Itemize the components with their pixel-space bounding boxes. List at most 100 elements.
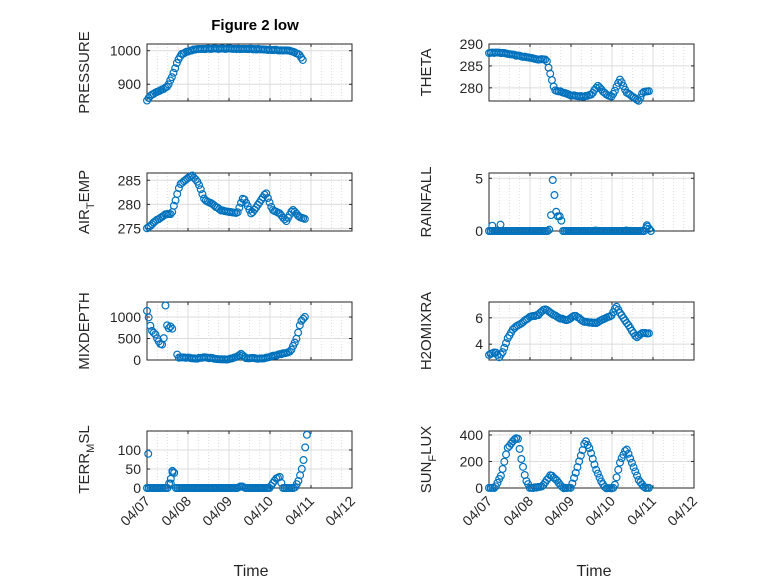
data-point xyxy=(642,221,651,230)
y-axis-label-tail: EMP xyxy=(76,170,93,203)
data-point xyxy=(610,86,619,95)
x-axis-label-left: Time xyxy=(234,563,269,580)
data-point xyxy=(568,479,577,488)
x-tick-label: 04/12 xyxy=(322,493,358,529)
data-point xyxy=(166,322,175,331)
data-point xyxy=(513,434,522,443)
data-point xyxy=(644,483,653,492)
data-point xyxy=(595,473,604,482)
data-point xyxy=(631,331,640,340)
data-point xyxy=(488,221,497,230)
data-point xyxy=(631,467,640,476)
x-tick-label: 04/10 xyxy=(240,493,276,529)
data-point xyxy=(265,198,274,207)
data-point xyxy=(146,321,155,330)
data-point xyxy=(496,220,505,229)
y-tick-label: 1000 xyxy=(110,43,141,59)
data-point xyxy=(593,469,602,478)
data-point xyxy=(547,76,556,85)
data-point xyxy=(168,466,177,475)
data-point xyxy=(646,227,655,236)
data-point xyxy=(624,449,633,458)
data-point xyxy=(622,226,631,235)
data-point xyxy=(301,443,310,452)
y-axis-label-subscript: M xyxy=(85,444,97,453)
data-point xyxy=(151,330,160,339)
data-point xyxy=(198,190,207,199)
data-point xyxy=(299,314,308,323)
data-point xyxy=(557,216,566,225)
y-axis-label: RAINFALL xyxy=(418,167,435,238)
data-point xyxy=(614,465,623,474)
data-point xyxy=(233,208,242,217)
data-point xyxy=(243,202,252,211)
data-point xyxy=(592,465,601,474)
y-tick-label: 4 xyxy=(475,336,483,352)
y-axis-label: THETA xyxy=(418,48,435,96)
y-tick-label: 900 xyxy=(118,76,142,92)
data-point xyxy=(285,347,294,356)
data-point xyxy=(235,203,244,212)
data-point xyxy=(159,334,168,343)
data-point xyxy=(287,345,296,354)
data-point xyxy=(617,78,626,87)
x-tick-label: 04/07 xyxy=(459,493,495,529)
data-point xyxy=(610,304,619,313)
data-point xyxy=(541,55,550,64)
y-tick-label: 50 xyxy=(125,461,141,477)
data-point xyxy=(300,312,309,321)
data-point xyxy=(170,468,179,477)
y-tick-label: 285 xyxy=(460,58,484,74)
y-axis-label: TERRMSL xyxy=(76,425,97,493)
data-point xyxy=(144,449,153,458)
data-point xyxy=(498,348,507,357)
data-point xyxy=(585,444,594,453)
y-axis-label-main: H2OMIXRA xyxy=(418,292,435,370)
data-point xyxy=(164,80,173,89)
y-tick-label: 5 xyxy=(475,170,483,186)
panel-air_temp: 275 280 285 AIRTEMP xyxy=(76,170,353,237)
data-point xyxy=(590,460,599,469)
axes-box xyxy=(488,43,695,102)
x-tick-label: 04/11 xyxy=(624,493,660,529)
data-point xyxy=(571,468,580,477)
y-axis-label-subscript: T xyxy=(85,202,97,209)
data-point xyxy=(552,207,561,216)
y-tick-label: 100 xyxy=(118,442,142,458)
y-tick-label: 400 xyxy=(460,427,484,443)
x-tick-label: 04/11 xyxy=(282,493,318,529)
data-point xyxy=(548,175,557,184)
data-point xyxy=(298,55,307,64)
data-point xyxy=(629,463,638,472)
data-point xyxy=(262,189,271,198)
data-point xyxy=(168,324,177,333)
data-point xyxy=(636,93,645,102)
y-tick-label: 500 xyxy=(118,331,142,347)
y-tick-label: 0 xyxy=(133,352,141,368)
data-point xyxy=(502,450,511,459)
data-point xyxy=(169,68,178,77)
axes-box xyxy=(488,430,695,489)
axes-box xyxy=(146,43,353,102)
data-point xyxy=(622,445,631,454)
y-axis-label-tail: SL xyxy=(76,425,93,443)
data-point xyxy=(493,226,502,235)
data-point xyxy=(591,226,600,235)
y-axis-label: AIRTEMP xyxy=(76,170,97,234)
data-point xyxy=(295,321,304,330)
data-point xyxy=(171,64,180,73)
data-point xyxy=(566,483,575,492)
data-point xyxy=(510,435,519,444)
y-tick-label: 0 xyxy=(133,480,141,496)
y-tick-label: 200 xyxy=(460,453,484,469)
y-tick-label: 285 xyxy=(118,172,142,188)
panel-h2omixra: 4 6 H2OMIXRA xyxy=(418,292,695,370)
data-point xyxy=(587,449,596,458)
axes-box xyxy=(146,172,353,232)
y-axis-label-main: AIR xyxy=(76,209,93,234)
panel-terr_msl: 0 50 100 TERRMSL 04/07 04/08 04/09 04/10 04/11 04… xyxy=(76,425,358,529)
data-point xyxy=(570,473,579,482)
data-point xyxy=(500,457,509,466)
data-point xyxy=(166,210,175,219)
